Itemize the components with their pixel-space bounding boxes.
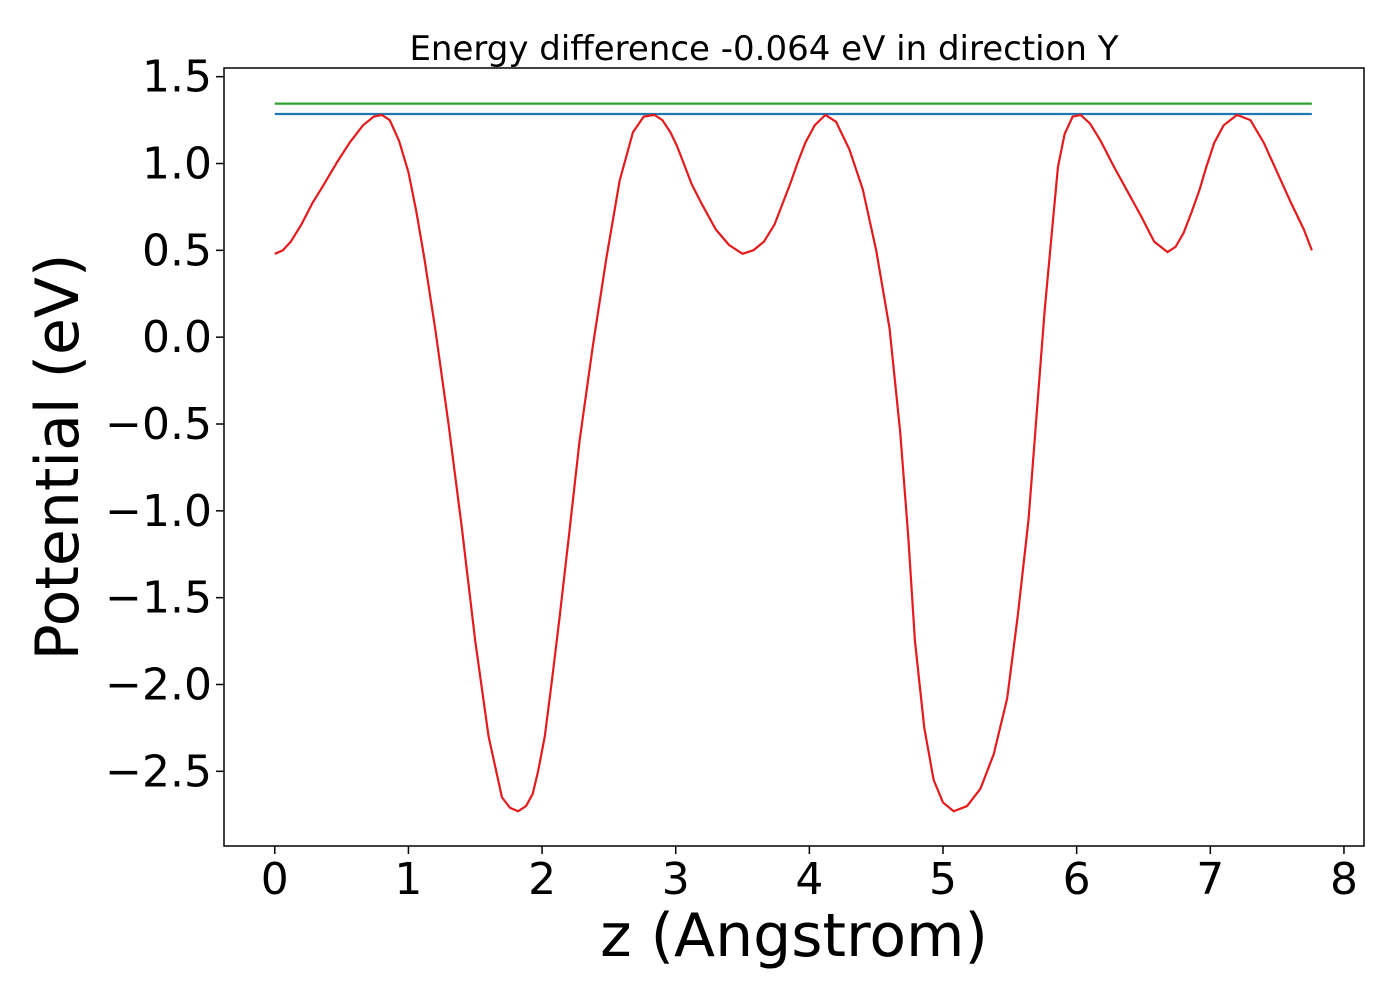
- x-axis-label: z (Angstrom): [600, 901, 988, 971]
- y-tick-label: 0.0: [142, 312, 212, 363]
- series-line-2: [274, 113, 1313, 813]
- x-tick-label: 5: [929, 854, 957, 905]
- y-tick-label: −1.5: [105, 573, 212, 624]
- y-tick-label: −1.0: [105, 486, 212, 537]
- series-layer: [274, 102, 1313, 813]
- x-tick-label: 4: [795, 854, 823, 905]
- y-axis: 1.5 1.0 0.5 0.0 −0.5 −1.0 −1.5 −2.0 −2.5: [105, 52, 224, 797]
- y-tick-label: 0.5: [142, 225, 212, 276]
- x-axis: 0 1 2 3 4 5 6 7 8: [261, 846, 1358, 905]
- y-tick-label: −0.5: [105, 399, 212, 450]
- x-tick-label: 8: [1330, 854, 1358, 905]
- x-tick-label: 3: [662, 854, 690, 905]
- y-tick-label: 1.0: [142, 139, 212, 190]
- x-tick-label: 6: [1063, 854, 1091, 905]
- y-tick-label: −2.5: [105, 746, 212, 797]
- plot-frame: [223, 67, 1365, 847]
- x-tick-label: 2: [528, 854, 556, 905]
- y-axis-label: Potential (eV): [23, 254, 93, 661]
- y-tick-label: −2.0: [105, 659, 212, 710]
- x-tick-label: 0: [261, 854, 289, 905]
- x-tick-label: 1: [394, 854, 422, 905]
- chart-title: Energy difference -0.064 eV in direction…: [409, 29, 1118, 69]
- x-tick-label: 7: [1196, 854, 1224, 905]
- y-tick-label: 1.5: [142, 52, 212, 103]
